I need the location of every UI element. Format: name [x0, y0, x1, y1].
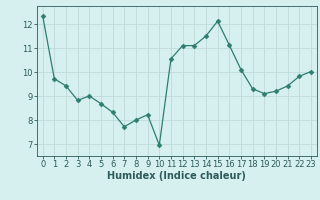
X-axis label: Humidex (Indice chaleur): Humidex (Indice chaleur) [108, 171, 246, 181]
